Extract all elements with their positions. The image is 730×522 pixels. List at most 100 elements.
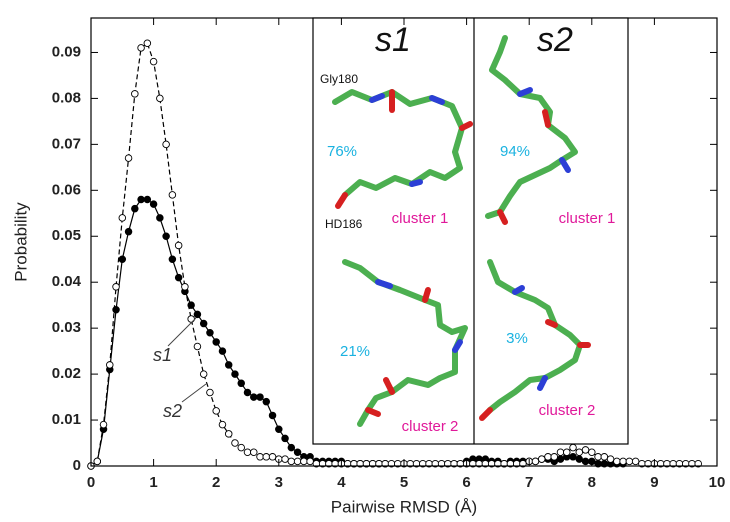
data-point <box>138 45 145 52</box>
atom <box>432 98 442 102</box>
cluster-label: cluster 1 <box>392 210 449 227</box>
data-point <box>213 408 220 415</box>
data-point <box>301 458 308 465</box>
data-point <box>614 458 621 465</box>
data-point <box>138 196 145 203</box>
x-tick-label: 0 <box>87 474 95 491</box>
data-point <box>263 454 270 461</box>
data-point <box>557 449 564 456</box>
x-tick-label: 4 <box>337 474 346 491</box>
data-point <box>163 141 170 148</box>
data-point <box>532 458 539 465</box>
data-point <box>225 431 232 438</box>
data-point <box>232 440 239 447</box>
cluster-label: cluster 2 <box>402 418 459 435</box>
data-point <box>100 421 107 428</box>
atom <box>462 124 470 128</box>
data-point <box>207 389 214 396</box>
data-point <box>276 426 283 433</box>
atom <box>368 410 378 414</box>
y-tick-label: 0.07 <box>52 135 81 152</box>
data-point <box>595 454 602 461</box>
y-tick-label: 0.06 <box>52 181 81 198</box>
x-tick-label: 10 <box>709 474 726 491</box>
atom <box>372 96 382 100</box>
data-point <box>132 205 139 212</box>
data-point <box>551 454 558 461</box>
data-point <box>213 339 220 346</box>
data-point <box>244 449 251 456</box>
cluster-label: cluster 1 <box>559 210 616 227</box>
data-point <box>232 371 239 378</box>
atom <box>455 342 460 350</box>
data-point <box>219 348 226 355</box>
data-point <box>225 362 232 369</box>
data-point <box>132 91 139 98</box>
data-point <box>94 458 101 465</box>
data-point <box>175 274 182 281</box>
series-label: s2 <box>163 401 182 421</box>
data-point <box>113 284 120 291</box>
pointer <box>168 318 196 346</box>
percent-label: 94% <box>500 143 530 160</box>
percent-label: 21% <box>340 343 370 360</box>
percent-label: 76% <box>327 143 357 160</box>
atom <box>548 322 555 325</box>
data-point <box>282 456 289 463</box>
x-tick-label: 1 <box>149 474 157 491</box>
atom <box>378 282 390 286</box>
data-point <box>150 58 157 65</box>
chart: s1 s2 s1 s2 Gly180 HD186 76% cluster 1 2… <box>0 0 730 522</box>
data-point <box>119 215 126 222</box>
data-point <box>545 454 552 461</box>
y-tick-label: 0.03 <box>52 319 81 336</box>
data-point <box>144 40 151 47</box>
data-point <box>194 311 201 318</box>
pointer <box>182 384 206 402</box>
data-point <box>294 458 301 465</box>
data-point <box>250 449 257 456</box>
data-point <box>582 458 589 465</box>
annotations: s1 s2 <box>153 318 206 421</box>
data-point <box>244 389 251 396</box>
y-tick-label: 0.04 <box>52 273 82 290</box>
y-tick-label: 0.09 <box>52 43 81 60</box>
data-point <box>125 228 132 235</box>
data-point <box>163 233 170 240</box>
data-point <box>620 458 627 465</box>
data-point <box>601 454 608 461</box>
y-tick-label: 0.01 <box>52 411 81 428</box>
data-point <box>589 449 596 456</box>
data-point <box>194 343 201 350</box>
data-point <box>632 458 639 465</box>
data-point <box>106 362 113 369</box>
x-tick-label: 7 <box>525 474 533 491</box>
data-point <box>238 380 245 387</box>
data-point <box>307 458 314 465</box>
data-point <box>169 256 176 263</box>
percent-label: 3% <box>506 330 528 347</box>
data-point <box>263 398 270 405</box>
residue-label: Gly180 <box>320 72 358 86</box>
data-point <box>607 456 614 463</box>
data-point <box>257 454 264 461</box>
atom <box>412 182 420 184</box>
y-tick-label: 0.02 <box>52 365 81 382</box>
atom <box>545 112 548 125</box>
data-point <box>219 421 226 428</box>
data-point <box>150 201 157 208</box>
data-point <box>269 454 276 461</box>
x-tick-label: 3 <box>275 474 283 491</box>
series-label: s1 <box>153 345 172 365</box>
data-point <box>200 320 207 327</box>
data-point <box>169 192 176 199</box>
y-tick-label: 0 <box>73 457 81 474</box>
data-point <box>288 444 295 451</box>
data-point <box>157 215 164 222</box>
data-point <box>294 449 301 456</box>
data-point <box>576 456 583 463</box>
data-point <box>157 95 164 102</box>
data-point <box>626 458 633 465</box>
data-point <box>269 412 276 419</box>
data-point <box>563 449 570 456</box>
